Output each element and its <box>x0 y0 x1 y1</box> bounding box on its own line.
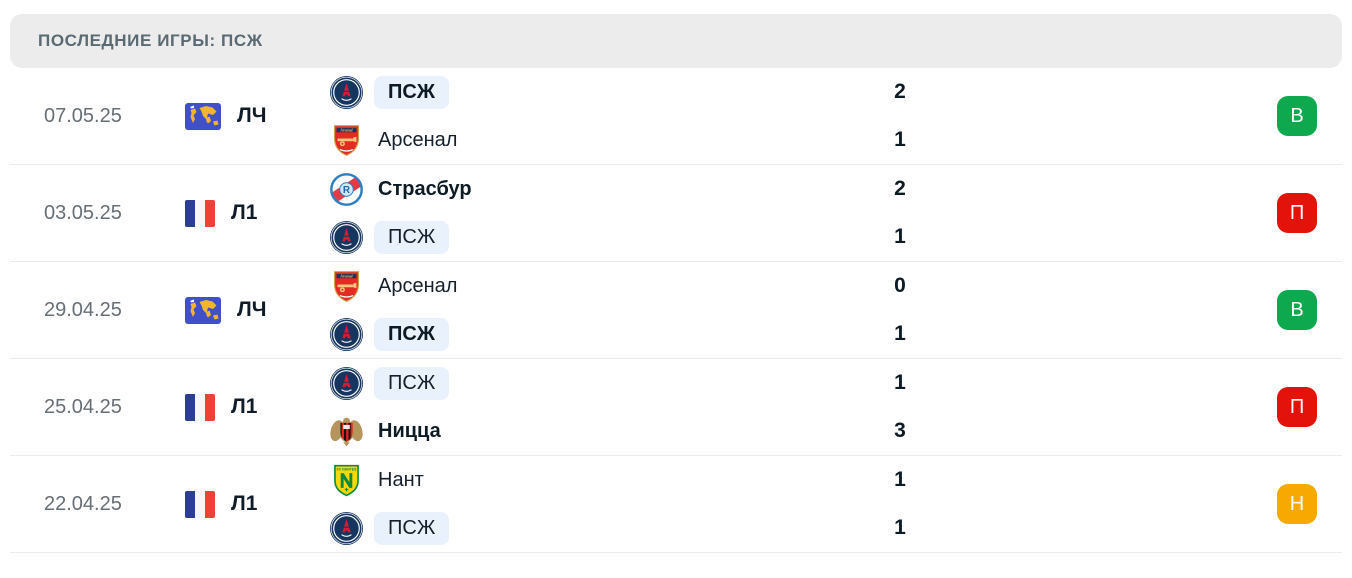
team-name: ПСЖ <box>374 75 449 109</box>
svg-text:Arsenal: Arsenal <box>339 274 353 278</box>
match-date: 07.05.25 <box>44 104 122 127</box>
nantes-logo: FC NANTES <box>330 464 363 497</box>
psg-logo <box>330 75 363 109</box>
result-badge: В <box>1277 96 1317 136</box>
competition-cell: Л1 <box>185 393 330 421</box>
team-score: 1 <box>894 371 906 394</box>
team-row: ПСЖ <box>330 213 835 261</box>
competition-label: Л1 <box>231 395 258 418</box>
competition-cell: ЛЧ <box>185 296 330 324</box>
match-date: 25.04.25 <box>44 395 122 418</box>
arsenal-logo: Arsenal <box>330 124 363 157</box>
team-row: ПСЖ <box>330 310 835 358</box>
competition-label: ЛЧ <box>237 298 267 321</box>
svg-text:FC NANTES: FC NANTES <box>337 467 357 471</box>
team-score: 1 <box>894 322 906 345</box>
result-badge: П <box>1277 387 1317 427</box>
team-row: ПСЖ <box>330 504 835 552</box>
section-header: ПОСЛЕДНИЕ ИГРЫ: ПСЖ <box>10 14 1342 68</box>
team-row: Arsenal Арсенал <box>330 116 835 164</box>
team-score: 1 <box>894 225 906 248</box>
team-name: Страсбур <box>378 177 472 200</box>
teams-cell: FC NANTES Нант ПСЖ <box>330 456 835 552</box>
team-score: 1 <box>894 516 906 539</box>
team-row: Arsenal Арсенал <box>330 262 835 310</box>
match-date: 29.04.25 <box>44 298 122 321</box>
psg-logo <box>330 366 363 400</box>
team-name: ПСЖ <box>374 220 450 254</box>
world-map-icon <box>185 296 221 324</box>
team-score: 2 <box>894 80 906 103</box>
arsenal-logo: Arsenal <box>330 270 363 303</box>
team-name: Нант <box>378 468 424 491</box>
team-row: ПСЖ <box>330 359 835 407</box>
team-name: ПСЖ <box>374 366 450 400</box>
france-flag-icon <box>185 490 215 518</box>
teams-cell: Arsenal Арсенал ПСЖ <box>330 262 835 358</box>
last-games-widget: ПОСЛЕДНИЕ ИГРЫ: ПСЖ 07.05.25 ЛЧ ПСЖ Arsen… <box>10 14 1342 553</box>
teams-cell: ПСЖ Ницца <box>330 359 835 455</box>
result-badge: Н <box>1277 484 1317 524</box>
team-name: ПСЖ <box>374 317 449 351</box>
team-score: 3 <box>894 419 906 442</box>
nice-logo <box>330 415 363 448</box>
team-name: Арсенал <box>378 274 458 297</box>
teams-cell: R Страсбур ПСЖ <box>330 165 835 261</box>
france-flag-icon <box>185 199 215 227</box>
team-row: FC NANTES Нант <box>330 456 835 504</box>
teams-cell: ПСЖ Arsenal Арсенал <box>330 68 835 164</box>
result-badge: В <box>1277 290 1317 330</box>
competition-label: Л1 <box>231 201 258 224</box>
team-name: Арсенал <box>378 128 458 151</box>
psg-logo <box>330 317 363 351</box>
competition-cell: Л1 <box>185 490 330 518</box>
france-flag-icon <box>185 393 215 421</box>
team-name: ПСЖ <box>374 511 450 545</box>
competition-label: Л1 <box>231 492 258 515</box>
team-row: ПСЖ <box>330 68 835 116</box>
section-title: ПОСЛЕДНИЕ ИГРЫ: ПСЖ <box>38 31 263 50</box>
match-date: 03.05.25 <box>44 201 122 224</box>
team-row: R Страсбур <box>330 165 835 213</box>
result-badge: П <box>1277 193 1317 233</box>
psg-logo <box>330 220 363 254</box>
world-map-icon <box>185 102 221 130</box>
team-score: 1 <box>894 468 906 491</box>
competition-cell: Л1 <box>185 199 330 227</box>
competition-cell: ЛЧ <box>185 102 330 130</box>
team-score: 0 <box>894 274 906 297</box>
team-row: Ницца <box>330 407 835 455</box>
competition-label: ЛЧ <box>237 104 267 127</box>
team-name: Ницца <box>378 419 441 442</box>
team-score: 2 <box>894 177 906 200</box>
match-date: 22.04.25 <box>44 492 122 515</box>
psg-logo <box>330 511 363 545</box>
svg-text:Arsenal: Arsenal <box>339 128 353 132</box>
strasbourg-logo: R <box>330 172 363 206</box>
team-score: 1 <box>894 128 906 151</box>
svg-text:R: R <box>343 185 350 196</box>
